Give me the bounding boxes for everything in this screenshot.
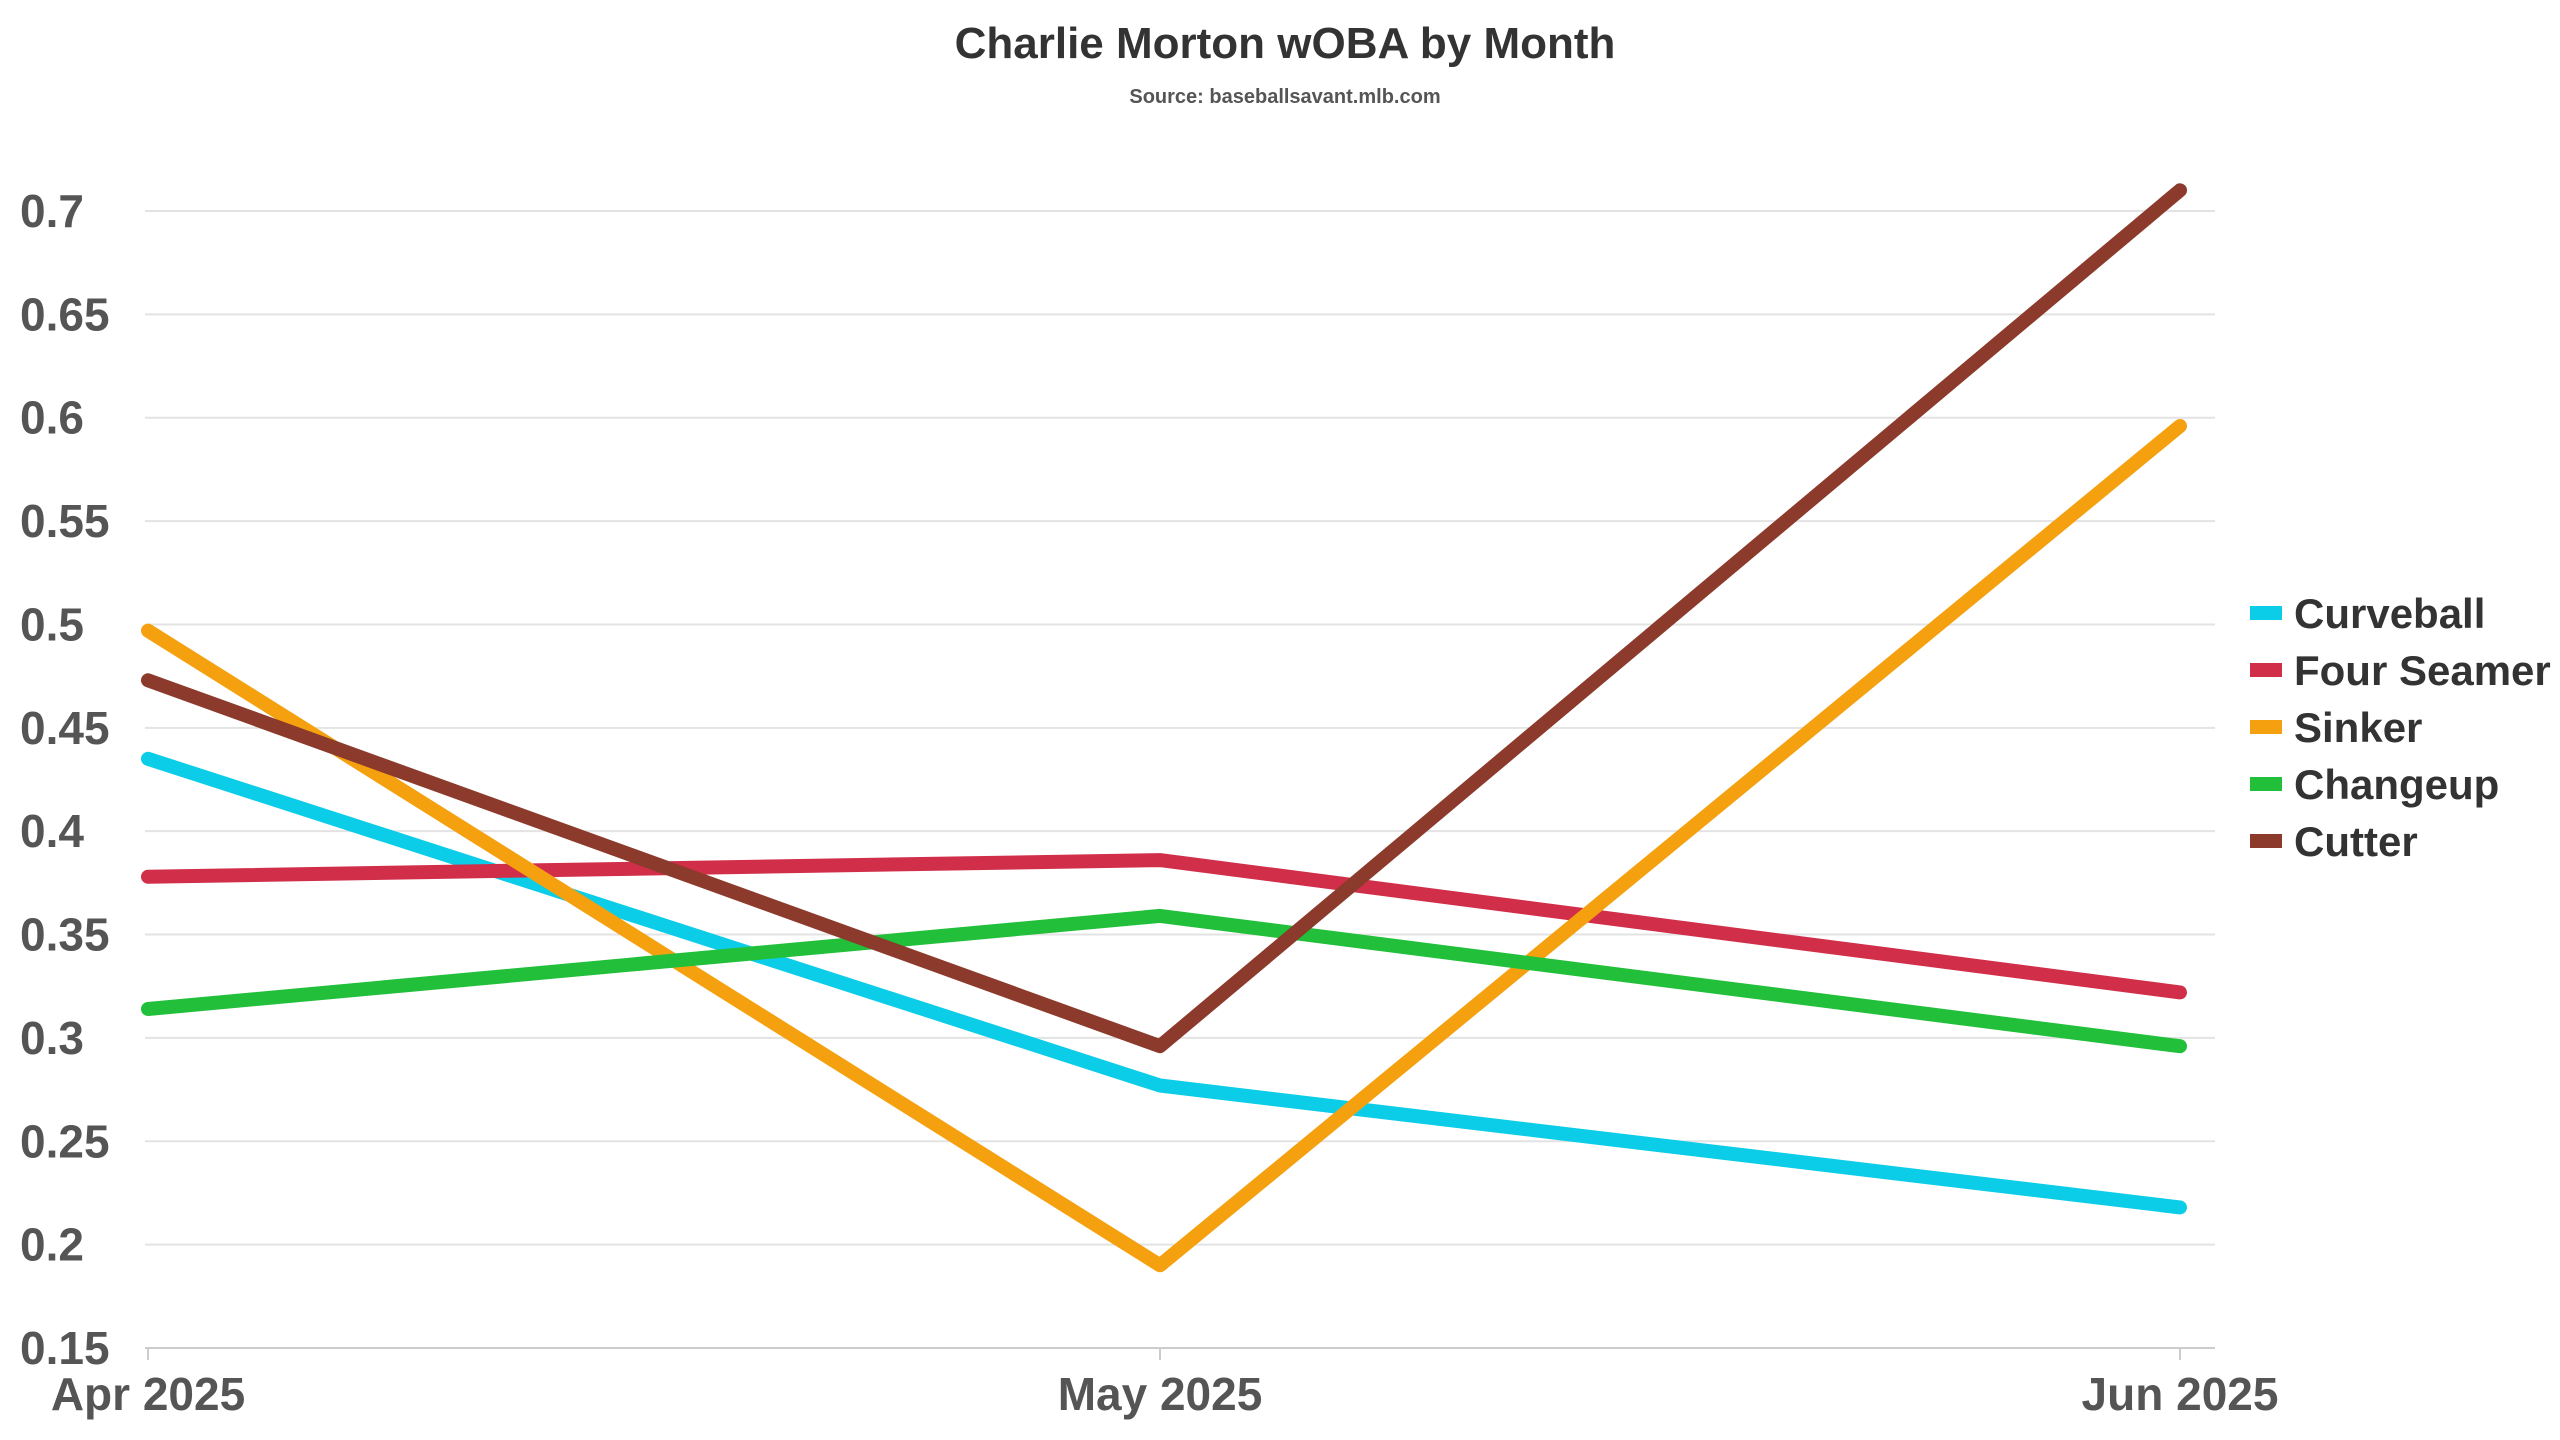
legend-swatch — [2250, 606, 2282, 620]
legend-swatch — [2250, 777, 2282, 791]
series-line-cutter — [141, 183, 2187, 1054]
y-tick-label: 0.6 — [20, 392, 84, 444]
y-tick-label: 0.45 — [20, 702, 110, 754]
gridlines — [145, 210, 2215, 1246]
x-tick-label: May 2025 — [1058, 1368, 1263, 1420]
legend-label: Sinker — [2294, 704, 2422, 751]
y-tick-label: 0.55 — [20, 495, 110, 547]
legend-label: Cutter — [2294, 818, 2418, 865]
y-tick-label: 0.25 — [20, 1115, 110, 1167]
series-line-sinker — [141, 419, 2187, 1273]
chart-subtitle: Source: baseballsavant.mlb.com — [1129, 86, 1440, 108]
series-lines — [141, 183, 2187, 1273]
legend-label: Changeup — [2294, 761, 2499, 808]
legend-swatch — [2250, 720, 2282, 734]
y-tick-label: 0.5 — [20, 598, 84, 650]
y-tick-label: 0.3 — [20, 1012, 84, 1064]
y-tick-label: 0.4 — [20, 805, 84, 857]
legend: Curveball Four Seamer Sinker Changeup Cutter — [2250, 590, 2551, 865]
y-tick-label: 0.35 — [20, 909, 110, 961]
y-tick-label: 0.65 — [20, 288, 110, 340]
legend-swatch — [2250, 663, 2282, 677]
chart-title: Charlie Morton wOBA by Month — [955, 19, 1616, 68]
y-tick-label: 0.7 — [20, 185, 84, 237]
axes: 0.15 0.2 0.25 0.3 0.35 0.4 0.45 0.5 0.55 0.6 0.65 0… — [20, 185, 2278, 1420]
y-tick-label: 0.15 — [20, 1322, 110, 1374]
x-tick-label: Apr 2025 — [51, 1368, 245, 1420]
series-line-four-seamer — [141, 853, 2187, 1000]
legend-label: Four Seamer — [2294, 647, 2551, 694]
x-tick-label: Jun 2025 — [2082, 1368, 2279, 1420]
series-line-changeup — [141, 908, 2187, 1054]
legend-label: Curveball — [2294, 590, 2485, 637]
legend-swatch — [2250, 834, 2282, 848]
y-tick-label: 0.2 — [20, 1219, 84, 1271]
